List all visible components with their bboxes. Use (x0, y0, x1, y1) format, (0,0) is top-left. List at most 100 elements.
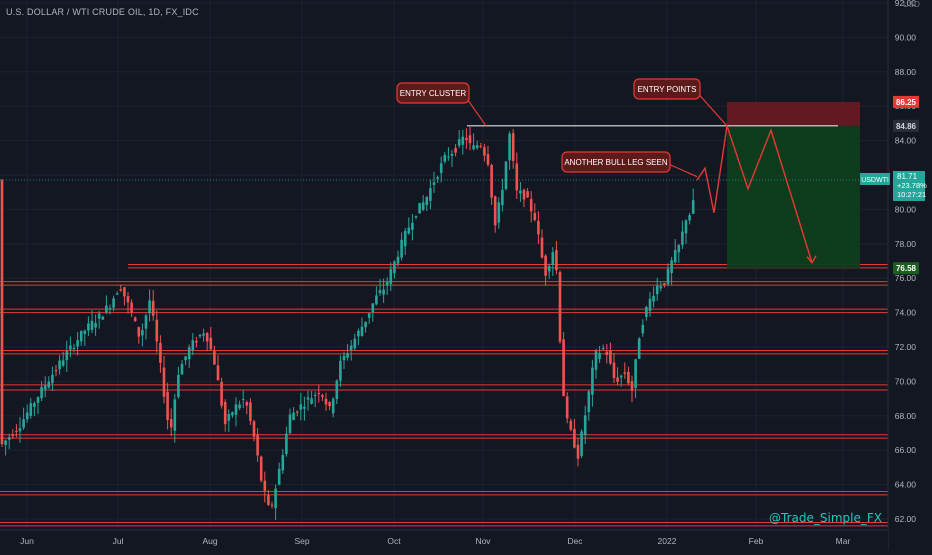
candle (191, 333, 195, 356)
y-tick-label: 74.00 (895, 308, 917, 318)
candle (36, 396, 40, 415)
candle (241, 389, 245, 409)
candle-body (155, 319, 159, 342)
candle (313, 391, 317, 408)
candle-body (51, 374, 54, 384)
candle (47, 376, 51, 389)
price-badge-bg (893, 262, 919, 275)
price-badge-text: 86.25 (896, 98, 917, 107)
candle (367, 313, 371, 324)
candle-body (396, 256, 400, 264)
candle (393, 260, 396, 279)
candle (324, 392, 328, 411)
candle-body (389, 269, 393, 284)
candle-body (515, 163, 519, 191)
candle-body (11, 435, 15, 437)
candle (33, 401, 36, 417)
candle-body (371, 303, 375, 313)
price-label-badge: 84.86 (893, 119, 919, 132)
price-badge-bg (893, 119, 919, 132)
candle-body (591, 367, 594, 395)
x-tick-label: Sep (294, 536, 309, 546)
candle-body (216, 365, 220, 381)
candle (177, 366, 180, 399)
candle-body (609, 350, 612, 364)
y-tick-label: 78.00 (895, 239, 917, 249)
candle (375, 286, 378, 306)
candle (58, 355, 61, 375)
price-badge-text: 76.58 (896, 264, 917, 273)
candle-body (641, 324, 645, 334)
candle-body (151, 300, 155, 316)
candle (130, 299, 133, 317)
candle (256, 428, 259, 462)
candle-body (670, 260, 673, 274)
candle-body (58, 360, 61, 370)
candle-body (461, 136, 465, 145)
candle (281, 449, 285, 475)
candle-body (648, 298, 652, 311)
candle-body (393, 261, 396, 274)
candle (364, 321, 367, 333)
candle (274, 484, 277, 521)
currency-label: USD (903, 0, 920, 9)
candle-body (666, 268, 670, 284)
candle (573, 418, 576, 449)
candle-body (511, 133, 515, 161)
candle (25, 404, 29, 423)
candle (11, 429, 15, 439)
candle (159, 335, 162, 373)
candle-body (187, 347, 191, 360)
candle-body (576, 444, 580, 459)
candle-body (36, 397, 40, 403)
candle (303, 396, 306, 421)
candle-body (241, 399, 245, 401)
candle (277, 462, 281, 486)
candle (641, 319, 645, 337)
callout-label: ANOTHER BULL LEG SEEN (564, 158, 668, 167)
candle-body (490, 164, 493, 198)
candle (166, 382, 169, 430)
candle (389, 262, 393, 292)
candle-body (421, 202, 425, 210)
candle-body (130, 302, 133, 313)
candle (371, 303, 375, 322)
candle (533, 203, 537, 222)
candle-body (274, 488, 277, 509)
candle (112, 295, 115, 312)
candles (0, 127, 695, 521)
candle-body (450, 153, 454, 156)
candle (565, 392, 569, 424)
callout-box (633, 78, 701, 100)
candle (558, 270, 562, 344)
candle-body (465, 137, 468, 140)
candle (483, 143, 486, 162)
annotation-callout: ANOTHER BULL LEG SEEN (561, 151, 698, 178)
y-tick-label: 72.00 (895, 342, 917, 352)
candle-body (382, 289, 385, 295)
candle-body (227, 414, 231, 421)
candle-body (583, 415, 587, 435)
candle (342, 351, 346, 370)
candle-body (303, 406, 306, 409)
stop-loss-zone (727, 101, 860, 126)
candle-body (569, 420, 573, 430)
candle (198, 333, 202, 339)
candle-body (508, 133, 511, 161)
candle-body (299, 404, 303, 410)
candle-body (677, 244, 681, 253)
candle-body (587, 391, 591, 413)
y-tick-label: 88.00 (895, 67, 917, 77)
candle (511, 128, 515, 169)
price-badge-bg (893, 95, 919, 108)
candle (616, 367, 619, 386)
candle (213, 345, 216, 365)
candle-body (533, 212, 537, 221)
candle (439, 156, 443, 183)
candle-body (177, 374, 180, 397)
candle (587, 390, 591, 421)
candle-body (310, 398, 313, 404)
price-badge-text: 84.86 (896, 122, 917, 131)
